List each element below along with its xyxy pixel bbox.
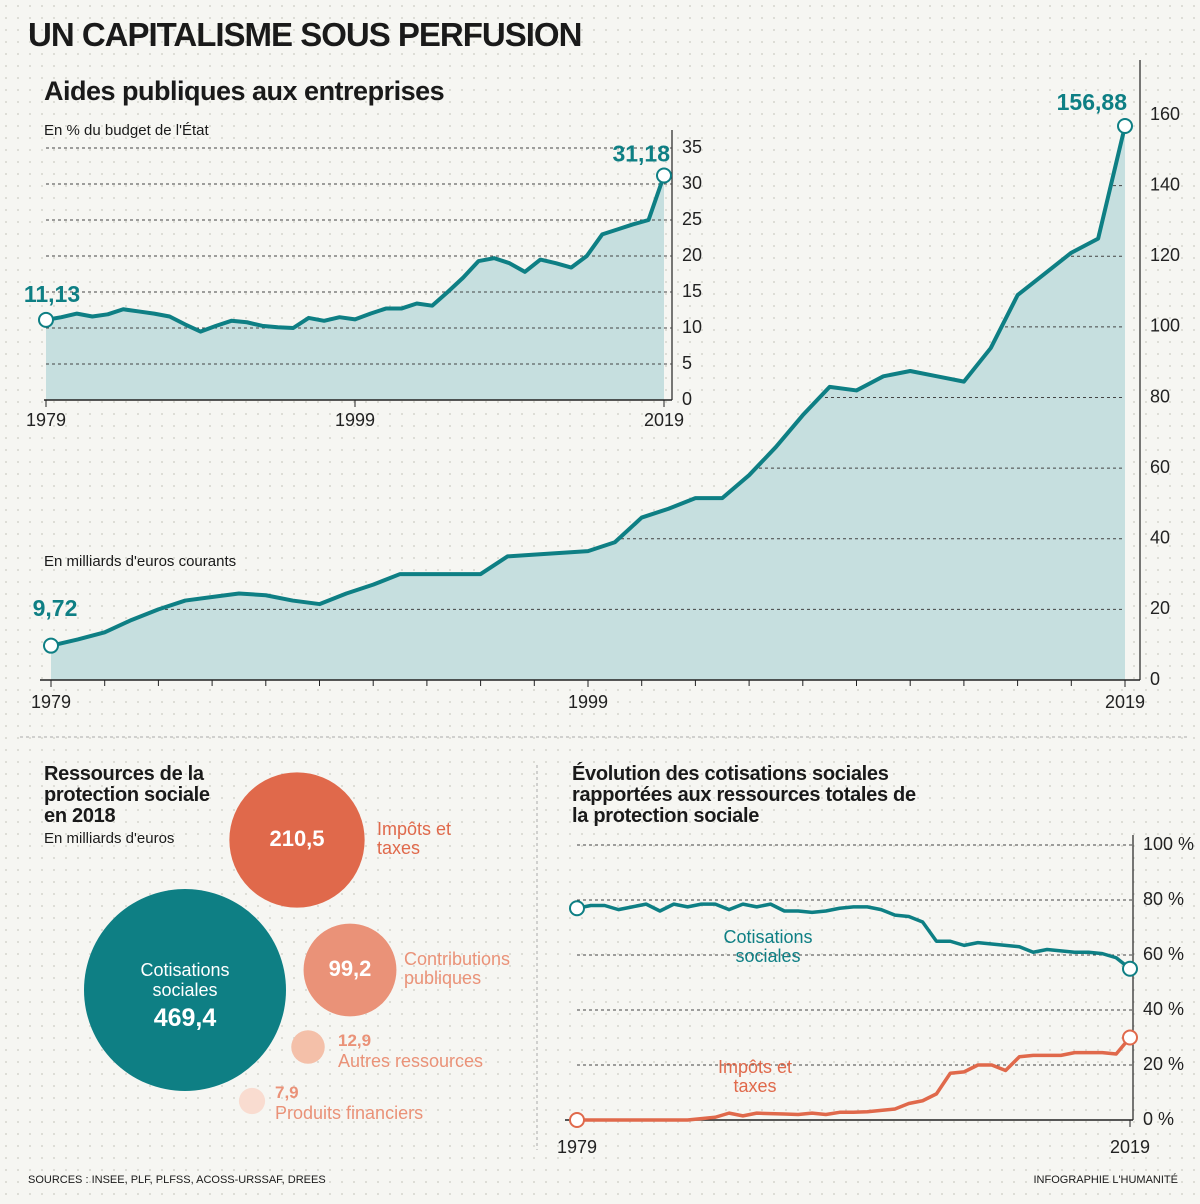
y-tick-label: 0 % (1143, 1109, 1174, 1129)
x-tick-label: 1979 (26, 410, 66, 430)
y-tick-label: 80 (1150, 386, 1170, 406)
y-tick-label: 60 % (1143, 944, 1184, 964)
bubble-category: Contributions publiques (404, 949, 511, 988)
x-tick-label: 2019 (644, 410, 684, 430)
annotation: 156,88 (1057, 89, 1128, 115)
point (1122, 1029, 1138, 1046)
y-tick-label: 20 % (1143, 1054, 1184, 1074)
annotation: 31,18 (612, 141, 670, 167)
sources: SOURCES : INSEE, PLF, PLFSS, ACOSS-URSSA… (28, 1174, 326, 1186)
line (576, 902, 1132, 971)
series-label: Impôts et taxes (717, 1057, 793, 1096)
point (1122, 960, 1138, 977)
y-tick-label: 140 (1150, 174, 1180, 194)
chart-title: Aides publiques aux entreprises (44, 76, 445, 106)
bubble (238, 1087, 266, 1115)
chart-subtitle: En % du budget de l'État (44, 122, 209, 139)
bubble (303, 923, 397, 1017)
y-tick-label: 40 % (1143, 999, 1184, 1019)
line (45, 174, 666, 334)
bubble (84, 889, 286, 1091)
x-tick-label: 1999 (568, 692, 608, 712)
line (50, 125, 1127, 648)
x-tick-label: 1979 (557, 1137, 597, 1157)
annotation: 9,72 (33, 595, 78, 621)
chart-title: Évolution des cotisations sociales rappo… (572, 763, 916, 827)
y-tick-label: 80 % (1143, 889, 1184, 909)
value-label: 12,9 (338, 1031, 372, 1050)
series-label: Cotisations sociales (723, 927, 813, 966)
point (38, 311, 54, 328)
x-tick-label: 2019 (1105, 692, 1145, 712)
y-tick-label: 100 % (1143, 834, 1194, 854)
y-tick-label: 10 (682, 317, 702, 337)
annotation: 11,13 (24, 281, 80, 307)
main-title: UN CAPITALISME SOUS PERFUSION (28, 16, 582, 53)
chart-subtitle: En milliards d'euros (44, 830, 175, 847)
point (569, 1112, 585, 1128)
value-label: 469,4 (153, 1004, 217, 1032)
y-tick-label: 30 (682, 173, 702, 193)
value-label: 210,5 (269, 826, 325, 851)
chart-title: Ressources de la protection sociale en 2… (44, 763, 210, 827)
bubble (229, 772, 365, 908)
value-label: 99,2 (328, 956, 372, 981)
value-label: 7,9 (275, 1083, 299, 1102)
bubble-category: Produits financiers (275, 1103, 424, 1123)
point (43, 637, 59, 654)
line (577, 1036, 1132, 1122)
y-tick-label: 60 (1150, 457, 1170, 477)
y-tick-label: 160 (1150, 104, 1180, 124)
credit: INFOGRAPHIE L'HUMANITÉ (1033, 1174, 1178, 1186)
y-tick-label: 0 (1150, 669, 1160, 689)
area (51, 126, 1125, 680)
area (46, 175, 664, 400)
x-tick-label: 1999 (335, 410, 375, 430)
point (569, 900, 585, 917)
chart-subtitle: En milliards d'euros courants (44, 553, 237, 570)
bubble-category: Impôts et taxes (377, 819, 452, 858)
y-tick-label: 40 (1150, 528, 1170, 548)
point (1117, 118, 1133, 135)
point (656, 167, 672, 184)
y-tick-label: 35 (682, 137, 702, 157)
y-tick-label: 15 (682, 281, 702, 301)
y-tick-label: 25 (682, 209, 702, 229)
y-tick-label: 20 (682, 245, 702, 265)
bubble (291, 1030, 325, 1064)
y-tick-label: 100 (1150, 316, 1180, 336)
y-tick-label: 0 (682, 389, 692, 409)
y-tick-label: 120 (1150, 245, 1180, 265)
x-tick-label: 1979 (31, 692, 71, 712)
y-tick-label: 20 (1150, 598, 1170, 618)
y-tick-label: 5 (682, 353, 692, 373)
bubble-category: Cotisations sociales (140, 960, 230, 1000)
x-tick-label: 2019 (1110, 1137, 1150, 1157)
bubble-category: Autres ressources (338, 1051, 484, 1071)
